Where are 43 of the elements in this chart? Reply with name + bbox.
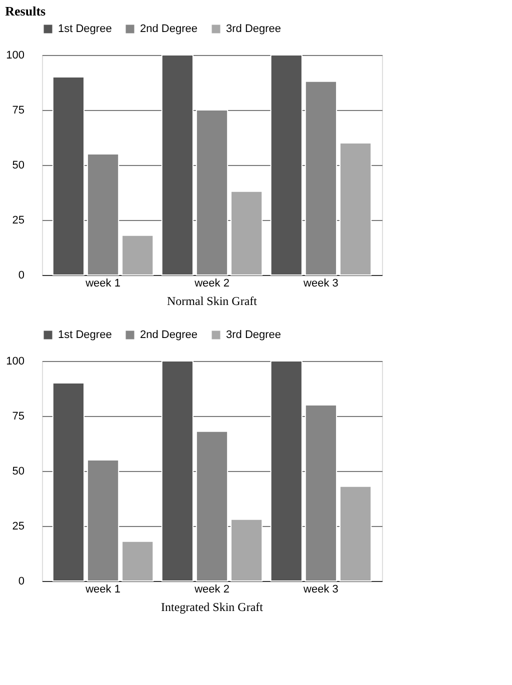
y-tick-label: 75 [12,410,24,422]
bar [161,360,194,582]
y-tick-label: 50 [12,160,24,172]
bar [339,486,372,582]
text: Integrated Skin Graft [161,600,264,614]
y-tick-label: 0 [18,576,24,588]
x-tick-label: week 1 [84,278,120,290]
legend-label: 1st Degree [58,23,112,35]
bar [52,76,85,276]
y-tick-label: 100 [6,50,24,62]
y-tick-label: 75 [12,104,24,116]
x-tick-label: week 2 [194,584,230,596]
bar [230,190,263,276]
legend-label: 3rd Degree [226,329,282,341]
y-tick-label: 50 [12,466,24,478]
legend-label: 2nd Degree [140,329,198,341]
text: Results [5,4,46,18]
x-tick-label: week 1 [84,584,120,596]
y-tick-label: 25 [12,214,24,226]
bar [161,54,194,276]
bar [270,360,302,582]
bar [122,234,154,276]
bar [270,54,302,276]
legend-label: 1st Degree [58,329,112,341]
y-tick-label: 0 [18,270,24,282]
bar [339,142,372,276]
text: Normal Skin Graft [167,294,258,308]
legend-label: 3rd Degree [226,23,282,35]
legend-label: 2nd Degree [140,23,198,35]
x-tick-label: week 3 [302,584,338,596]
bar [196,430,228,582]
x-tick-label: week 3 [302,278,338,290]
bar [122,540,154,582]
bar [230,518,263,582]
y-tick-label: 100 [6,356,24,368]
bar [196,110,228,276]
bar [86,460,120,582]
bar [52,382,85,582]
bar [304,404,338,582]
bar [86,154,120,276]
bar [304,80,338,276]
y-tick-label: 25 [12,520,24,532]
x-tick-label: week 2 [194,278,230,290]
